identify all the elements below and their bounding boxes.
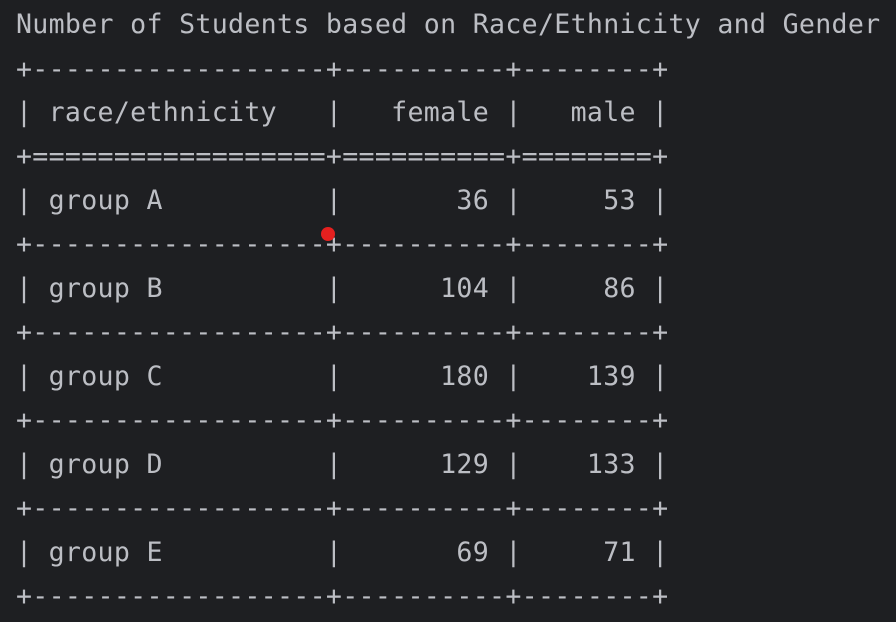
table-row: | group A | 36 | 53 | xyxy=(16,185,669,216)
table-row: | group B | 104 | 86 | xyxy=(16,273,669,304)
table-row-border: +------------------+----------+--------+ xyxy=(16,493,669,524)
table-row: | group D | 129 | 133 | xyxy=(16,449,669,480)
table-header-row: | race/ethnicity | female | male | xyxy=(16,97,669,128)
table-row-border: +------------------+----------+--------+ xyxy=(16,229,669,260)
console-output: Number of Students based on Race/Ethnici… xyxy=(16,0,892,622)
table-row: | group E | 69 | 71 | xyxy=(16,537,669,568)
cursor-marker xyxy=(321,227,335,241)
output-title: Number of Students based on Race/Ethnici… xyxy=(16,9,881,40)
table-row: | group C | 180 | 139 | xyxy=(16,361,669,392)
table-header-separator: +==================+==========+========+ xyxy=(16,141,669,172)
table-border-bottom: +------------------+----------+--------+ xyxy=(16,581,669,612)
table-row-border: +------------------+----------+--------+ xyxy=(16,405,669,436)
table-border-top: +------------------+----------+--------+ xyxy=(16,54,669,85)
table-row-border: +------------------+----------+--------+ xyxy=(16,317,669,348)
